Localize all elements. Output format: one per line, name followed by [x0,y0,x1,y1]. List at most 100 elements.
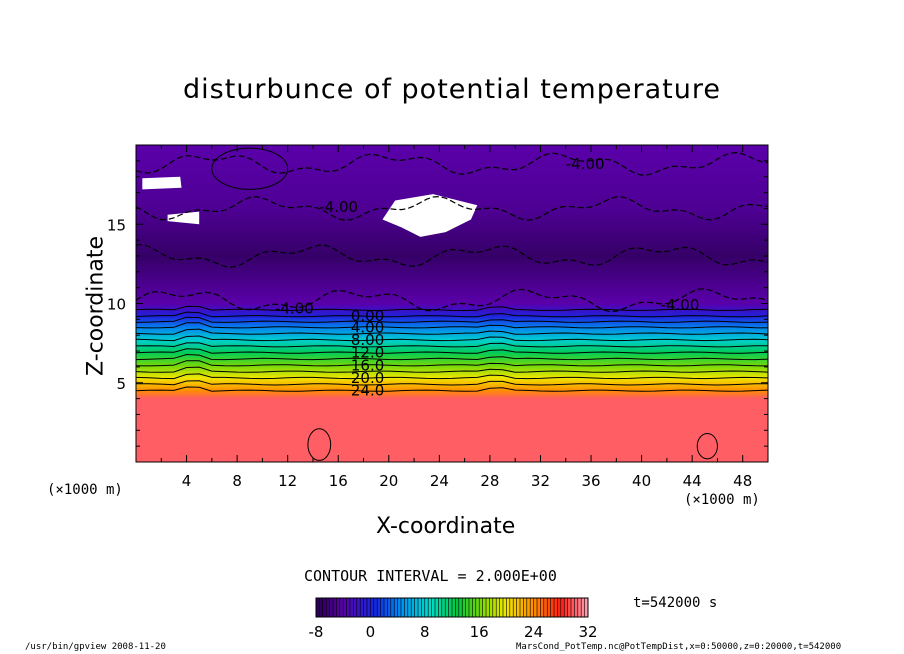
contour-line [135,316,769,323]
colorbar-segment [390,598,395,617]
colorbar-segment [445,598,449,617]
colorbar-segment [431,598,436,617]
colorbar-segment [560,598,565,617]
colorbar-segment [394,598,398,617]
contour-line [135,322,769,329]
colorbar-segment [367,598,371,617]
chart-title: disturbunce of potential temperature [183,74,721,105]
colorbar-segment [353,598,358,617]
colorbar-segment [418,598,422,617]
colorbar-segment [543,598,548,617]
colorbar-segment [574,598,579,617]
colorbar-segment [397,598,402,617]
colorbar-segment [540,598,545,617]
colorbar-segment [526,598,531,617]
contour-line [135,311,769,318]
colorbar-segment [363,598,368,617]
contour-line-negative [135,288,769,313]
colorbar-segment [428,598,432,617]
colorbar-segment [438,598,443,617]
closed-contour [696,432,718,460]
closed-contour [211,147,289,190]
colorbar-segment [520,598,524,617]
colorbar-segment [533,598,538,617]
x-tick-label: 28 [480,472,499,490]
contour-line [135,380,768,386]
y-tick-label: 10 [107,296,126,314]
colorbar-segment [458,598,463,617]
contour-line [135,335,769,342]
contour-line [135,353,769,361]
colorbar-segment [462,598,466,617]
contour-label: 16.0 [351,356,384,374]
x-tick-label: 4 [182,472,192,490]
colorbar-segment [448,598,453,617]
heatmap-field [136,145,768,462]
missing-value-patch [142,176,182,190]
colorbar-segment [373,598,378,617]
contour-line [135,366,769,373]
contour-label: 20.0 [351,369,384,387]
colorbar-segment [479,598,483,617]
closed-contour [307,428,332,461]
colorbar-segment [496,598,500,617]
colorbar-segment [356,598,361,617]
colorbar-segment [424,598,429,617]
colorbar [315,597,589,618]
colorbar-segment [509,598,514,617]
contour-label: -4.00 [319,198,358,216]
colorbar-segment [465,598,470,617]
colorbar-segment [346,598,351,617]
colorbar-segment [577,598,582,617]
colorbar-segment [407,598,412,617]
contour-line-negative [135,151,769,176]
colorbar-segment [499,598,504,617]
contour-line [135,342,769,348]
colorbar-segment [319,598,324,617]
colorbar-segment [322,598,327,617]
colorbar-segment [333,598,337,617]
colorbar-segment [492,598,497,617]
colorbar-segment [557,598,562,617]
footer-source: MarsCond_PotTemp.nc@PotTempDist,x=0:5000… [516,642,842,652]
x-tick-label: 12 [278,472,297,490]
x-axis-label: X-coordinate [376,514,516,539]
colorbar-segment [441,598,446,617]
colorbar-segment [455,598,460,617]
colorbar-segment [581,598,585,617]
y-axis-ticks: 5 10 15 [107,160,768,447]
contour-label: -4.00 [566,155,605,173]
contour-interval-label: CONTOUR INTERVAL = 2.000E+00 [304,567,557,585]
contour-line [135,328,769,335]
contour-line [135,305,769,312]
colorbar-segment [435,598,439,617]
colorbar-segment [550,598,555,617]
colorbar-segment [421,598,426,617]
y-tick-label: 15 [107,216,126,234]
colorbar-tick-label: 24 [524,623,544,641]
colorbar-segment [316,598,320,617]
colorbar-segment [384,598,388,617]
colorbar-segment [404,598,409,617]
colorbar-segment [516,598,521,617]
contour-label: 8.00 [351,331,384,349]
colorbar-segment [513,598,517,617]
contour-label: 24.0 [351,382,384,400]
colorbar-segment [564,598,568,617]
x-tick-label: 40 [632,472,651,490]
colorbar-segment [567,598,572,617]
colorbar-segment [537,598,541,617]
contour-line [135,386,769,392]
missing-value-patch [167,211,200,225]
colorbar-segment [571,598,575,617]
contour-line [135,348,769,354]
colorbar-frame [315,597,589,618]
colorbar-segment [336,598,341,617]
x-axis-ticks: 4 8 12 16 20 24 28 32 36 40 44 48 [160,145,769,490]
colorbar-segment [377,598,381,617]
colorbar-segment [414,598,419,617]
colorbar-segment [452,598,456,617]
plot-area [136,145,768,462]
colorbar-tick-label: 8 [420,623,430,641]
y-axis-label: Z-coordinate [83,236,109,376]
